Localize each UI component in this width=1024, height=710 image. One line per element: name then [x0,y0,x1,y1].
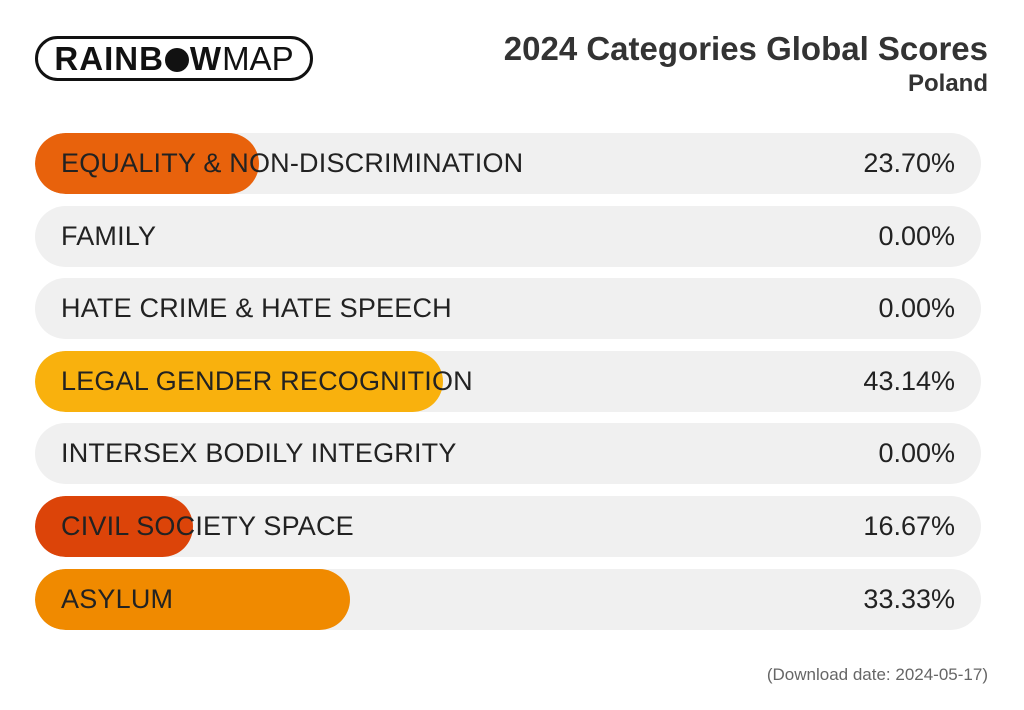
category-label: CIVIL SOCIETY SPACE [61,510,354,541]
logo-dot-icon [164,47,189,72]
value-label: 0.00% [878,438,955,469]
chart-title: 2024 Categories Global Scores [503,30,988,67]
value-label: 0.00% [878,220,955,251]
chart-row: EQUALITY & NON-DISCRIMINATION 23.70% [35,133,981,194]
value-label: 23.70% [863,148,955,178]
chart-row: HATE CRIME & HATE SPEECH 0.00% [35,278,981,340]
category-label: ASYLUM [61,583,174,614]
chart-subtitle: Poland [907,70,988,97]
chart-row: ASYLUM 33.33% [35,568,981,630]
category-label: INTERSEX BODILY INTEGRITY [61,438,457,469]
download-date: (Download date: 2024-05-17) [766,665,988,684]
category-label: FAMILY [61,220,157,251]
category-label: LEGAL GENDER RECOGNITION [61,365,473,396]
chart-row: CIVIL SOCIETY SPACE 16.67% [35,495,981,557]
chart-bar [35,568,351,630]
value-label: 43.14% [863,365,955,396]
category-label: HATE CRIME & HATE SPEECH [61,293,452,324]
value-label: 16.67% [863,510,955,541]
chart-rows: EQUALITY & NON-DISCRIMINATION 23.70% FAMIL… [35,133,981,641]
chart-bar [35,133,260,194]
logo-text-w: W [189,39,223,77]
chart-row: LEGAL GENDER RECOGNITION 43.14% [35,350,981,412]
value-label: 33.33% [863,583,955,614]
rainbowmap-logo: RAINB W MAP [35,36,313,81]
chart-row: INTERSEX BODILY INTEGRITY 0.00% [35,423,981,485]
chart-bar [35,350,444,412]
value-label: 0.00% [878,293,955,324]
chart-bar [35,495,193,557]
logo-text-map: MAP [222,39,294,77]
category-label: EQUALITY & NON-DISCRIMINATION [61,148,524,178]
logo-text-rainbow: RAINB [54,39,164,77]
chart-row: FAMILY 0.00% [35,205,981,267]
